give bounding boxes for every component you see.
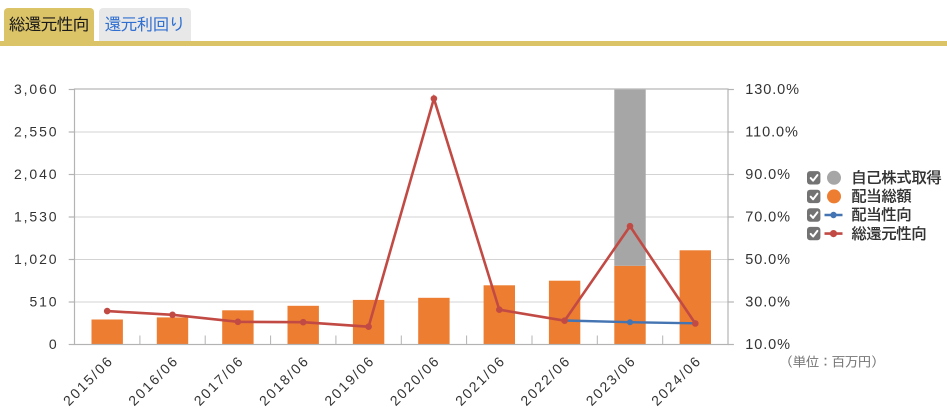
svg-text:2018/06: 2018/06 (257, 353, 312, 408)
svg-text:2019/06: 2019/06 (322, 353, 377, 408)
svg-text:2,550: 2,550 (14, 125, 59, 139)
svg-text:3,060: 3,060 (14, 82, 59, 96)
svg-text:0: 0 (49, 337, 59, 351)
svg-text:30.0%: 30.0% (745, 294, 791, 309)
svg-text:1,530: 1,530 (14, 210, 59, 224)
svg-text:110.0%: 110.0% (745, 124, 799, 139)
svg-text:自己株式取得: 自己株式取得 (852, 170, 942, 185)
svg-text:2020/06: 2020/06 (387, 353, 442, 408)
svg-text:2015/06: 2015/06 (61, 353, 116, 408)
svg-text:（単位：百万円）: （単位：百万円） (780, 356, 884, 369)
svg-text:配当総額: 配当総額 (852, 189, 912, 204)
svg-text:2021/06: 2021/06 (453, 353, 508, 408)
svg-text:2016/06: 2016/06 (126, 353, 181, 408)
svg-text:配当性向: 配当性向 (852, 207, 912, 222)
svg-text:510: 510 (29, 295, 58, 309)
svg-text:2024/06: 2024/06 (649, 353, 704, 408)
svg-text:2022/06: 2022/06 (518, 353, 573, 408)
svg-text:130.0%: 130.0% (745, 81, 800, 96)
svg-text:90.0%: 90.0% (745, 166, 791, 181)
svg-text:2023/06: 2023/06 (583, 353, 638, 408)
svg-text:2017/06: 2017/06 (191, 353, 246, 408)
svg-text:総還元性向: 総還元性向 (852, 226, 927, 241)
svg-text:50.0%: 50.0% (745, 251, 791, 266)
svg-text:10.0%: 10.0% (745, 336, 791, 351)
svg-text:1,020: 1,020 (14, 252, 59, 266)
svg-text:70.0%: 70.0% (745, 209, 791, 224)
svg-text:2,040: 2,040 (14, 167, 59, 181)
